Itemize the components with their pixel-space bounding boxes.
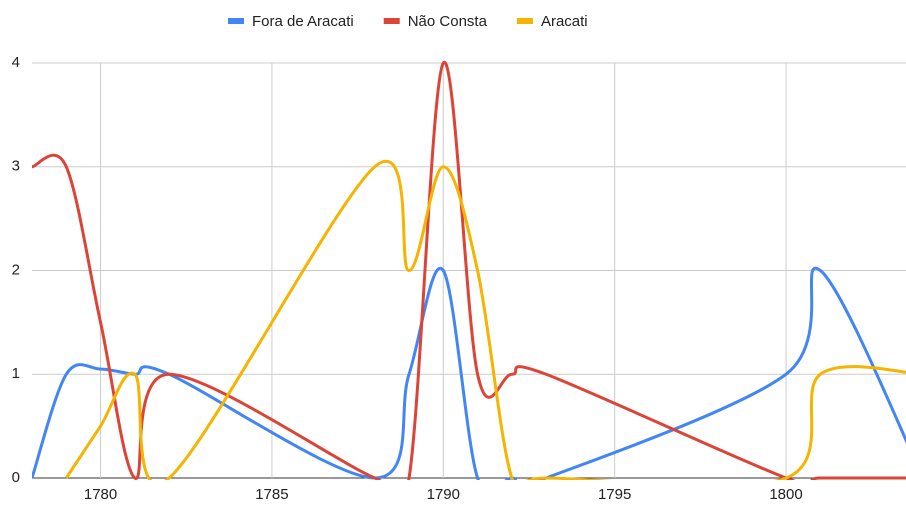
x-tick-label: 1785 (255, 486, 288, 503)
x-tick-label: 1795 (598, 486, 631, 503)
y-tick-label: 3 (12, 158, 20, 175)
legend-label: Fora de Aracati (252, 13, 354, 30)
x-tick-label: 1780 (84, 486, 117, 503)
series-line (32, 61, 906, 480)
legend-label: Aracati (541, 13, 588, 30)
x-tick-label: 1800 (769, 486, 802, 503)
plot-area (32, 61, 906, 480)
y-tick-label: 4 (12, 54, 20, 71)
y-tick-label: 2 (12, 261, 20, 278)
legend-swatch (383, 18, 400, 24)
y-tick-label: 1 (12, 365, 20, 382)
series-line (65, 159, 906, 480)
y-tick-label: 0 (12, 469, 20, 486)
legend-swatch (516, 18, 533, 24)
x-tick-label: 1790 (427, 486, 460, 503)
legend-label: Não Consta (408, 13, 488, 30)
legend-swatch (228, 18, 244, 24)
